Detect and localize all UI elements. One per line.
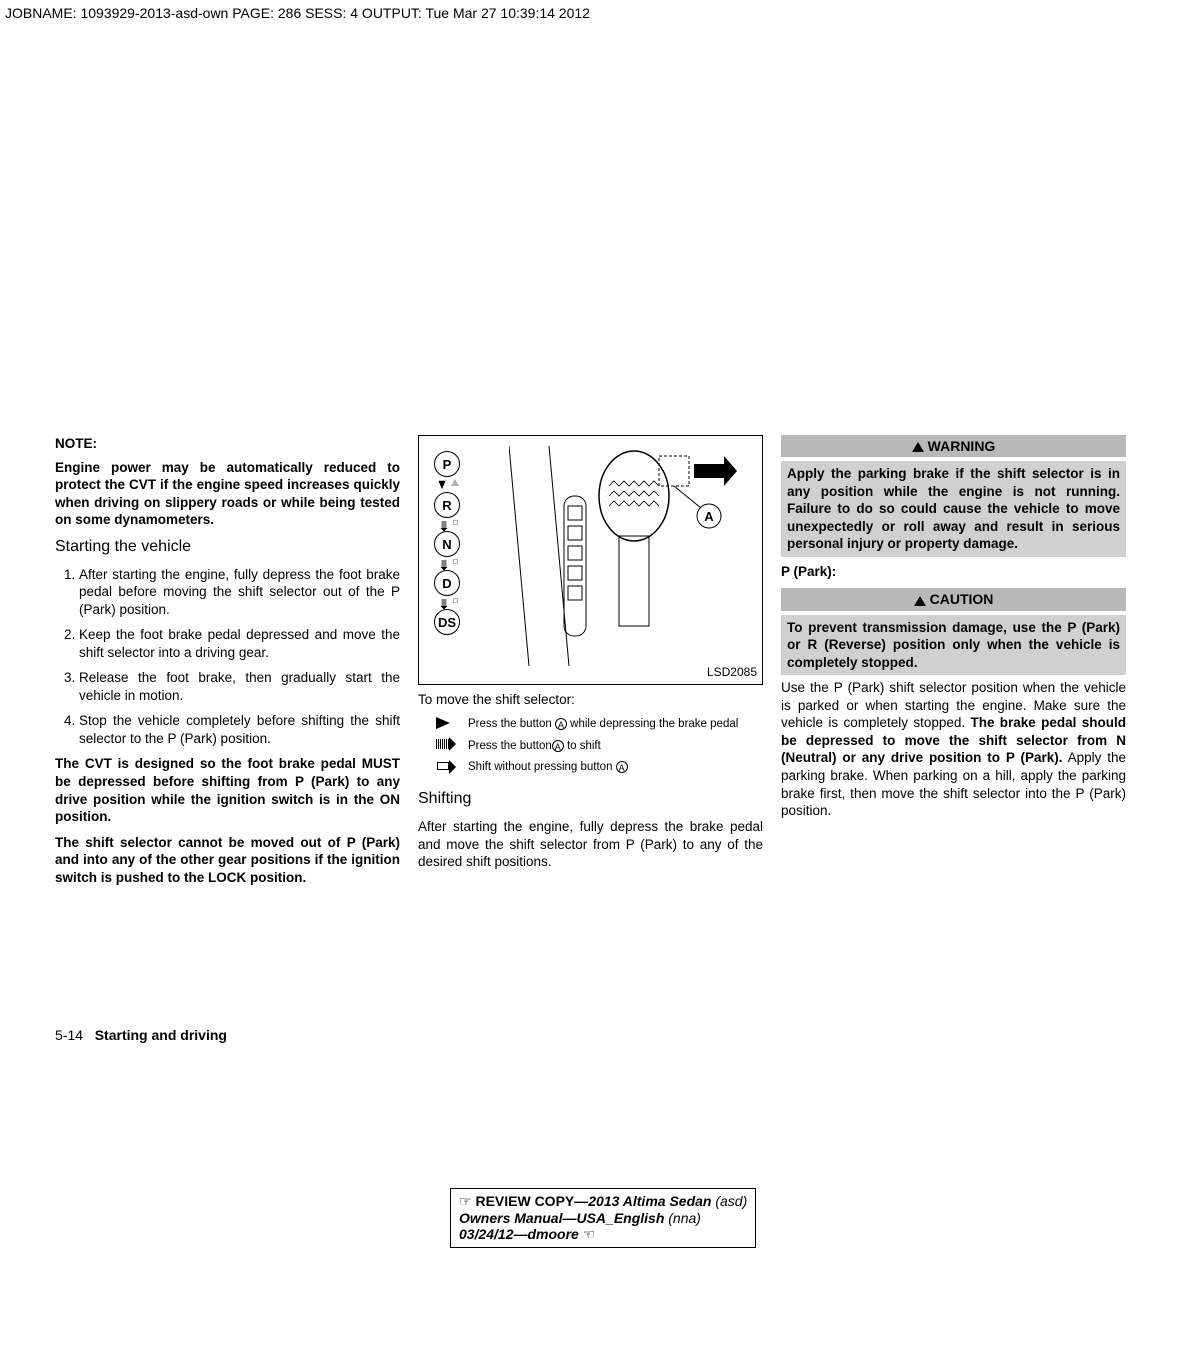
legend-row-3: Shift without pressing button A: [418, 760, 763, 775]
diagram-code: LSD2085: [707, 665, 757, 681]
outline-arrow-icon: [437, 762, 449, 770]
cvt-note-2: The shift selector cannot be moved out o…: [55, 834, 400, 887]
gear-n: N: [434, 531, 460, 557]
review-line2a: Owners Manual—USA_English: [459, 1210, 664, 1226]
column-2: P R N D DS: [418, 435, 763, 894]
legend-1-text-a: Press the button: [468, 718, 555, 730]
step-1: After starting the engine, fully depress…: [79, 566, 400, 619]
gear-ds: DS: [434, 609, 460, 635]
warning-box: Apply the parking brake if the shift sel…: [781, 461, 1126, 557]
step-4: Stop the vehicle completely before shift…: [79, 712, 400, 747]
shifting-heading: Shifting: [418, 789, 763, 810]
svg-text:A: A: [704, 509, 714, 524]
step-2: Keep the foot brake pedal depressed and …: [79, 626, 400, 661]
legend-2-text-b: to shift: [564, 740, 601, 752]
hand-pointing-left-icon: ☜: [583, 1226, 596, 1243]
circle-a-icon: A: [552, 740, 564, 752]
cvt-note-1: The CVT is designed so the foot brake pe…: [55, 755, 400, 825]
note-label: NOTE:: [55, 435, 400, 453]
warning-title: WARNING: [781, 435, 1126, 457]
gear-r: R: [434, 492, 460, 518]
review-line1c: (asd): [711, 1193, 747, 1209]
review-line1a: REVIEW COPY—: [472, 1193, 589, 1209]
column-1: NOTE: Engine power may be automatically …: [55, 435, 400, 894]
legend-row-1: Press the button A while depressing the …: [418, 717, 763, 734]
circle-a-icon: A: [555, 718, 567, 730]
caution-box: To prevent transmission damage, use the …: [781, 615, 1126, 676]
gear-d: D: [434, 570, 460, 596]
note-text: Engine power may be automatically reduce…: [55, 459, 400, 529]
legend-2-text-a: Press the button: [468, 740, 552, 752]
solid-arrow-icon: [436, 717, 450, 729]
legend-3-text-a: Shift without pressing button: [468, 761, 616, 773]
gear-indicator-column: P R N D DS: [434, 451, 460, 637]
review-copy-box: ☞ REVIEW COPY—2013 Altima Sedan (asd) Ow…: [450, 1188, 756, 1248]
circle-a-icon: A: [616, 761, 628, 773]
caution-title: CAUTION: [781, 588, 1126, 610]
p-park-body: Use the P (Park) shift selector position…: [781, 679, 1126, 819]
legend-1-text-b: while depressing the brake pedal: [567, 718, 738, 730]
move-selector-text: To move the shift selector:: [418, 691, 763, 709]
review-line2b: (nna): [664, 1210, 701, 1226]
hand-pointing-right-icon: ☞: [459, 1193, 472, 1210]
legend-row-2: Press the buttonA to shift: [418, 739, 763, 754]
shift-diagram: P R N D DS: [418, 435, 763, 685]
content-area: NOTE: Engine power may be automatically …: [55, 435, 1145, 894]
gear-p: P: [434, 451, 460, 477]
jobname-header: JOBNAME: 1093929-2013-asd-own PAGE: 286 …: [5, 5, 590, 21]
page-number: 5-14: [55, 1027, 83, 1043]
review-line3a: 03/24/12—dmoore: [459, 1226, 579, 1242]
review-line1b: 2013 Altima Sedan: [588, 1193, 711, 1209]
column-3: WARNING Apply the parking brake if the s…: [781, 435, 1126, 894]
page-footer: 5-14 Starting and driving: [55, 1027, 227, 1043]
p-park-label: P (Park):: [781, 563, 1126, 581]
shift-lever-illustration: A: [509, 446, 739, 666]
warning-triangle-icon: [912, 442, 924, 452]
caution-triangle-icon: [914, 596, 926, 606]
step-3: Release the foot brake, then gradually s…: [79, 669, 400, 704]
starting-vehicle-heading: Starting the vehicle: [55, 537, 400, 558]
striped-arrow-icon: [436, 739, 450, 749]
shifting-text: After starting the engine, fully depress…: [418, 818, 763, 871]
section-title: Starting and driving: [95, 1027, 227, 1043]
steps-list: After starting the engine, fully depress…: [79, 566, 400, 748]
